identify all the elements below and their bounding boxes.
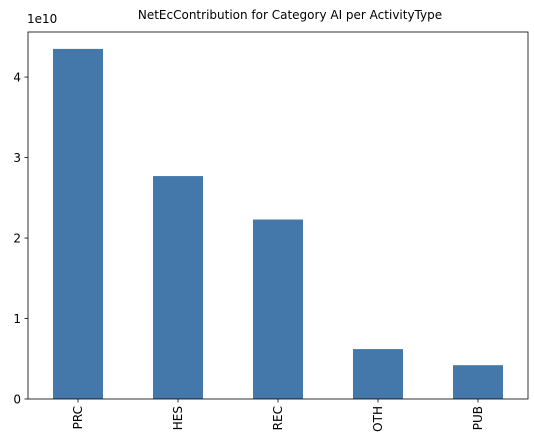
x-tick-label: PRC xyxy=(71,406,85,429)
bar-prc xyxy=(53,48,103,400)
chart-title: NetEcContribution for Category AI per Ac… xyxy=(138,8,442,22)
bar-rec xyxy=(253,219,303,399)
bar-pub xyxy=(453,365,503,399)
x-tick-label: HES xyxy=(171,406,185,430)
y-tick-label: 3 xyxy=(13,151,21,165)
plot-frame xyxy=(27,31,529,400)
y-tick-label: 0 xyxy=(13,393,21,407)
bar-oth xyxy=(353,349,403,399)
y-axis: 0 1 2 3 4 xyxy=(13,71,28,407)
y-tick-label: 1 xyxy=(13,312,21,326)
bars-group xyxy=(53,48,503,400)
y-axis-offset-label: 1e10 xyxy=(27,12,57,26)
bar-hes xyxy=(153,176,203,399)
y-tick-label: 2 xyxy=(13,232,21,246)
y-tick-label: 4 xyxy=(13,71,21,85)
x-tick-label: OTH xyxy=(371,406,385,432)
x-axis: PRC HES REC OTH PUB xyxy=(71,399,485,432)
x-tick-label: PUB xyxy=(471,406,485,430)
x-tick-label: REC xyxy=(271,406,285,430)
